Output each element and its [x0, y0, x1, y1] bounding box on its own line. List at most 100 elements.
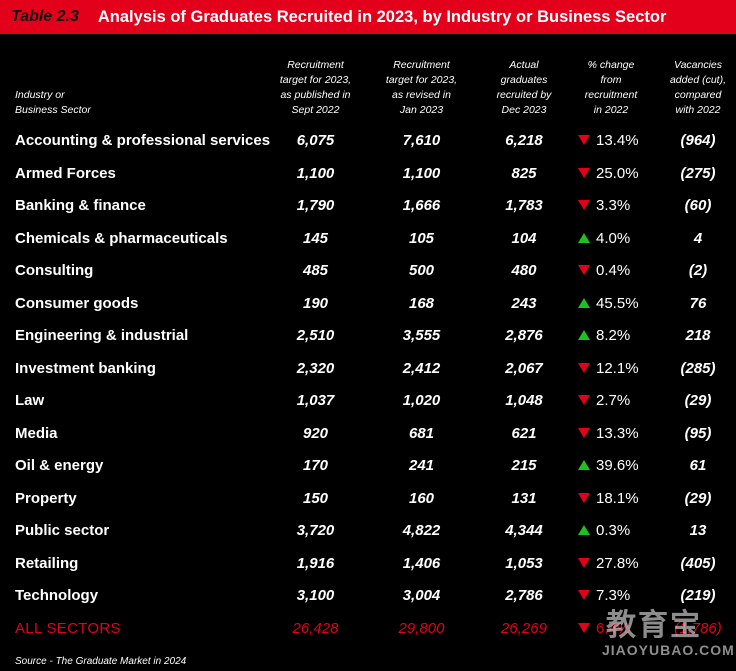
triangle-up-icon: [578, 297, 590, 308]
triangle-up-icon: [578, 460, 590, 471]
header-line: Sept 2022: [291, 104, 340, 116]
header-change: % change from recruitment in 2022: [572, 58, 650, 118]
change-value: 4.0%: [596, 229, 631, 247]
vacancies-value: 218: [685, 327, 711, 344]
change-value: 13.3%: [596, 424, 639, 442]
target-jan-value: 29,800: [398, 619, 445, 637]
target-jan-value: 3,555: [402, 327, 441, 344]
triangle-up-icon: [578, 525, 590, 536]
source-note: Source - The Graduate Market in 2024: [15, 656, 187, 667]
triangle-down-icon: [578, 557, 590, 568]
table-number: Table 2.3: [11, 8, 79, 25]
header-line: Dec 2023: [501, 104, 547, 116]
actual-value: 26,269: [501, 619, 547, 637]
title-bar: Table 2.3 Analysis of Graduates Recruite…: [0, 0, 736, 34]
table-row: Chemicals & pharmaceuticals 145 105 104 4.0%…: [0, 223, 736, 255]
change-cell: 27.8%: [572, 548, 670, 580]
actual-value: 2,876: [505, 327, 543, 344]
vacancies-value: (405): [680, 554, 716, 572]
triangle-down-icon: [578, 362, 590, 373]
actual-value: 4,344: [505, 522, 543, 539]
change-value: 25.0%: [596, 164, 639, 182]
table-title: Analysis of Graduates Recruited in 2023,…: [97, 7, 667, 26]
header-sector: Industry or Business Sector: [15, 88, 91, 118]
table-row: Investment banking 2,320 2,412 2,067 12.1% (2…: [0, 353, 736, 385]
sector-name: Armed Forces: [15, 164, 116, 182]
target-sept-value: 190: [302, 294, 329, 312]
target-sept-value: 170: [302, 457, 329, 474]
vacancies-value: (29): [684, 489, 712, 507]
target-jan-value: 1,100: [402, 164, 441, 182]
header-line: as published in: [280, 89, 351, 101]
sector-name: Oil & energy: [15, 457, 104, 474]
target-jan-value: 1,020: [402, 392, 441, 409]
target-sept-value: 920: [302, 424, 329, 442]
target-sept-value: 6,075: [296, 132, 335, 149]
target-jan-value: 105: [408, 229, 435, 247]
change-cell: 7.3%: [572, 580, 670, 612]
change-value: 3.3%: [596, 197, 631, 214]
header-line: Vacancies: [673, 59, 723, 71]
header-line: added (cut),: [669, 74, 727, 86]
table-row: Property 150 160 131 18.1% (29): [0, 483, 736, 515]
vacancies-value: 61: [689, 457, 707, 474]
change-cell: 2.7%: [572, 385, 670, 417]
table-row: Media 920 681 621 13.3% (95): [0, 418, 736, 450]
table-row: Oil & energy 170 241 215 39.6% 61: [0, 450, 736, 482]
header-line: in 2022: [593, 104, 629, 116]
change-value: 13.4%: [596, 132, 639, 149]
sector-name: Chemicals & pharmaceuticals: [15, 229, 228, 247]
vacancies-value: (2): [688, 262, 708, 279]
table-row: Technology 3,100 3,004 2,786 7.3% (219): [0, 580, 736, 612]
header-target-jan: Recruitment target for 2023, as revised …: [374, 58, 469, 118]
change-value: 12.1%: [596, 359, 639, 377]
sector-name: Investment banking: [15, 359, 156, 377]
table-row: Engineering & industrial 2,510 3,555 2,876 8…: [0, 320, 736, 352]
target-sept-value: 1,916: [296, 554, 335, 572]
target-sept-value: 1,037: [296, 392, 335, 409]
target-sept-value: 145: [302, 229, 329, 247]
actual-value: 2,067: [505, 359, 543, 377]
header-line: recruited by: [496, 89, 552, 101]
header-line: Industry or: [15, 89, 65, 101]
table-row: Retailing 1,916 1,406 1,053 27.8% (405): [0, 548, 736, 580]
change-cell: 6.4%: [572, 613, 670, 645]
triangle-down-icon: [578, 622, 590, 633]
header-line: Recruitment: [287, 59, 344, 71]
target-jan-value: 7,610: [402, 132, 441, 149]
change-cell: 3.3%: [572, 190, 670, 222]
target-sept-value: 3,100: [296, 587, 335, 604]
sector-name: Accounting & professional services: [15, 132, 271, 149]
triangle-down-icon: [578, 590, 590, 601]
target-jan-value: 3,004: [402, 587, 441, 604]
sector-name: Banking & finance: [15, 197, 146, 214]
actual-value: 621: [511, 424, 537, 442]
header-line: from: [600, 74, 622, 86]
change-value: 8.2%: [596, 327, 631, 344]
target-sept-value: 150: [302, 489, 329, 507]
change-cell: 13.4%: [572, 125, 670, 157]
change-cell: 12.1%: [572, 353, 670, 385]
table-row: Armed Forces 1,100 1,100 825 25.0% (275): [0, 158, 736, 190]
target-jan-value: 4,822: [402, 522, 441, 539]
table-row: Consumer goods 190 168 243 45.5% 76: [0, 288, 736, 320]
change-cell: 45.5%: [572, 288, 670, 320]
triangle-down-icon: [578, 200, 590, 211]
change-value: 45.5%: [596, 294, 639, 312]
vacancies-value: 76: [689, 294, 707, 312]
target-sept-value: 26,428: [292, 619, 339, 637]
vacancies-value: (29): [684, 392, 712, 409]
header-line: Recruitment: [393, 59, 450, 71]
watermark-text-cn: 教育宝: [606, 609, 702, 642]
actual-value: 480: [511, 262, 537, 279]
actual-value: 1,053: [505, 554, 543, 572]
sector-name: Public sector: [15, 522, 110, 539]
vacancies-value: (1,786): [674, 619, 722, 637]
actual-value: 2,786: [505, 587, 543, 604]
watermark-text-en: JIAOYUBAO.COM: [602, 642, 735, 658]
header-line: target for 2023,: [385, 74, 458, 86]
change-cell: 0.3%: [572, 515, 670, 547]
triangle-down-icon: [578, 167, 590, 178]
vacancies-value: (219): [680, 587, 716, 604]
vacancies-value: (275): [680, 164, 716, 182]
